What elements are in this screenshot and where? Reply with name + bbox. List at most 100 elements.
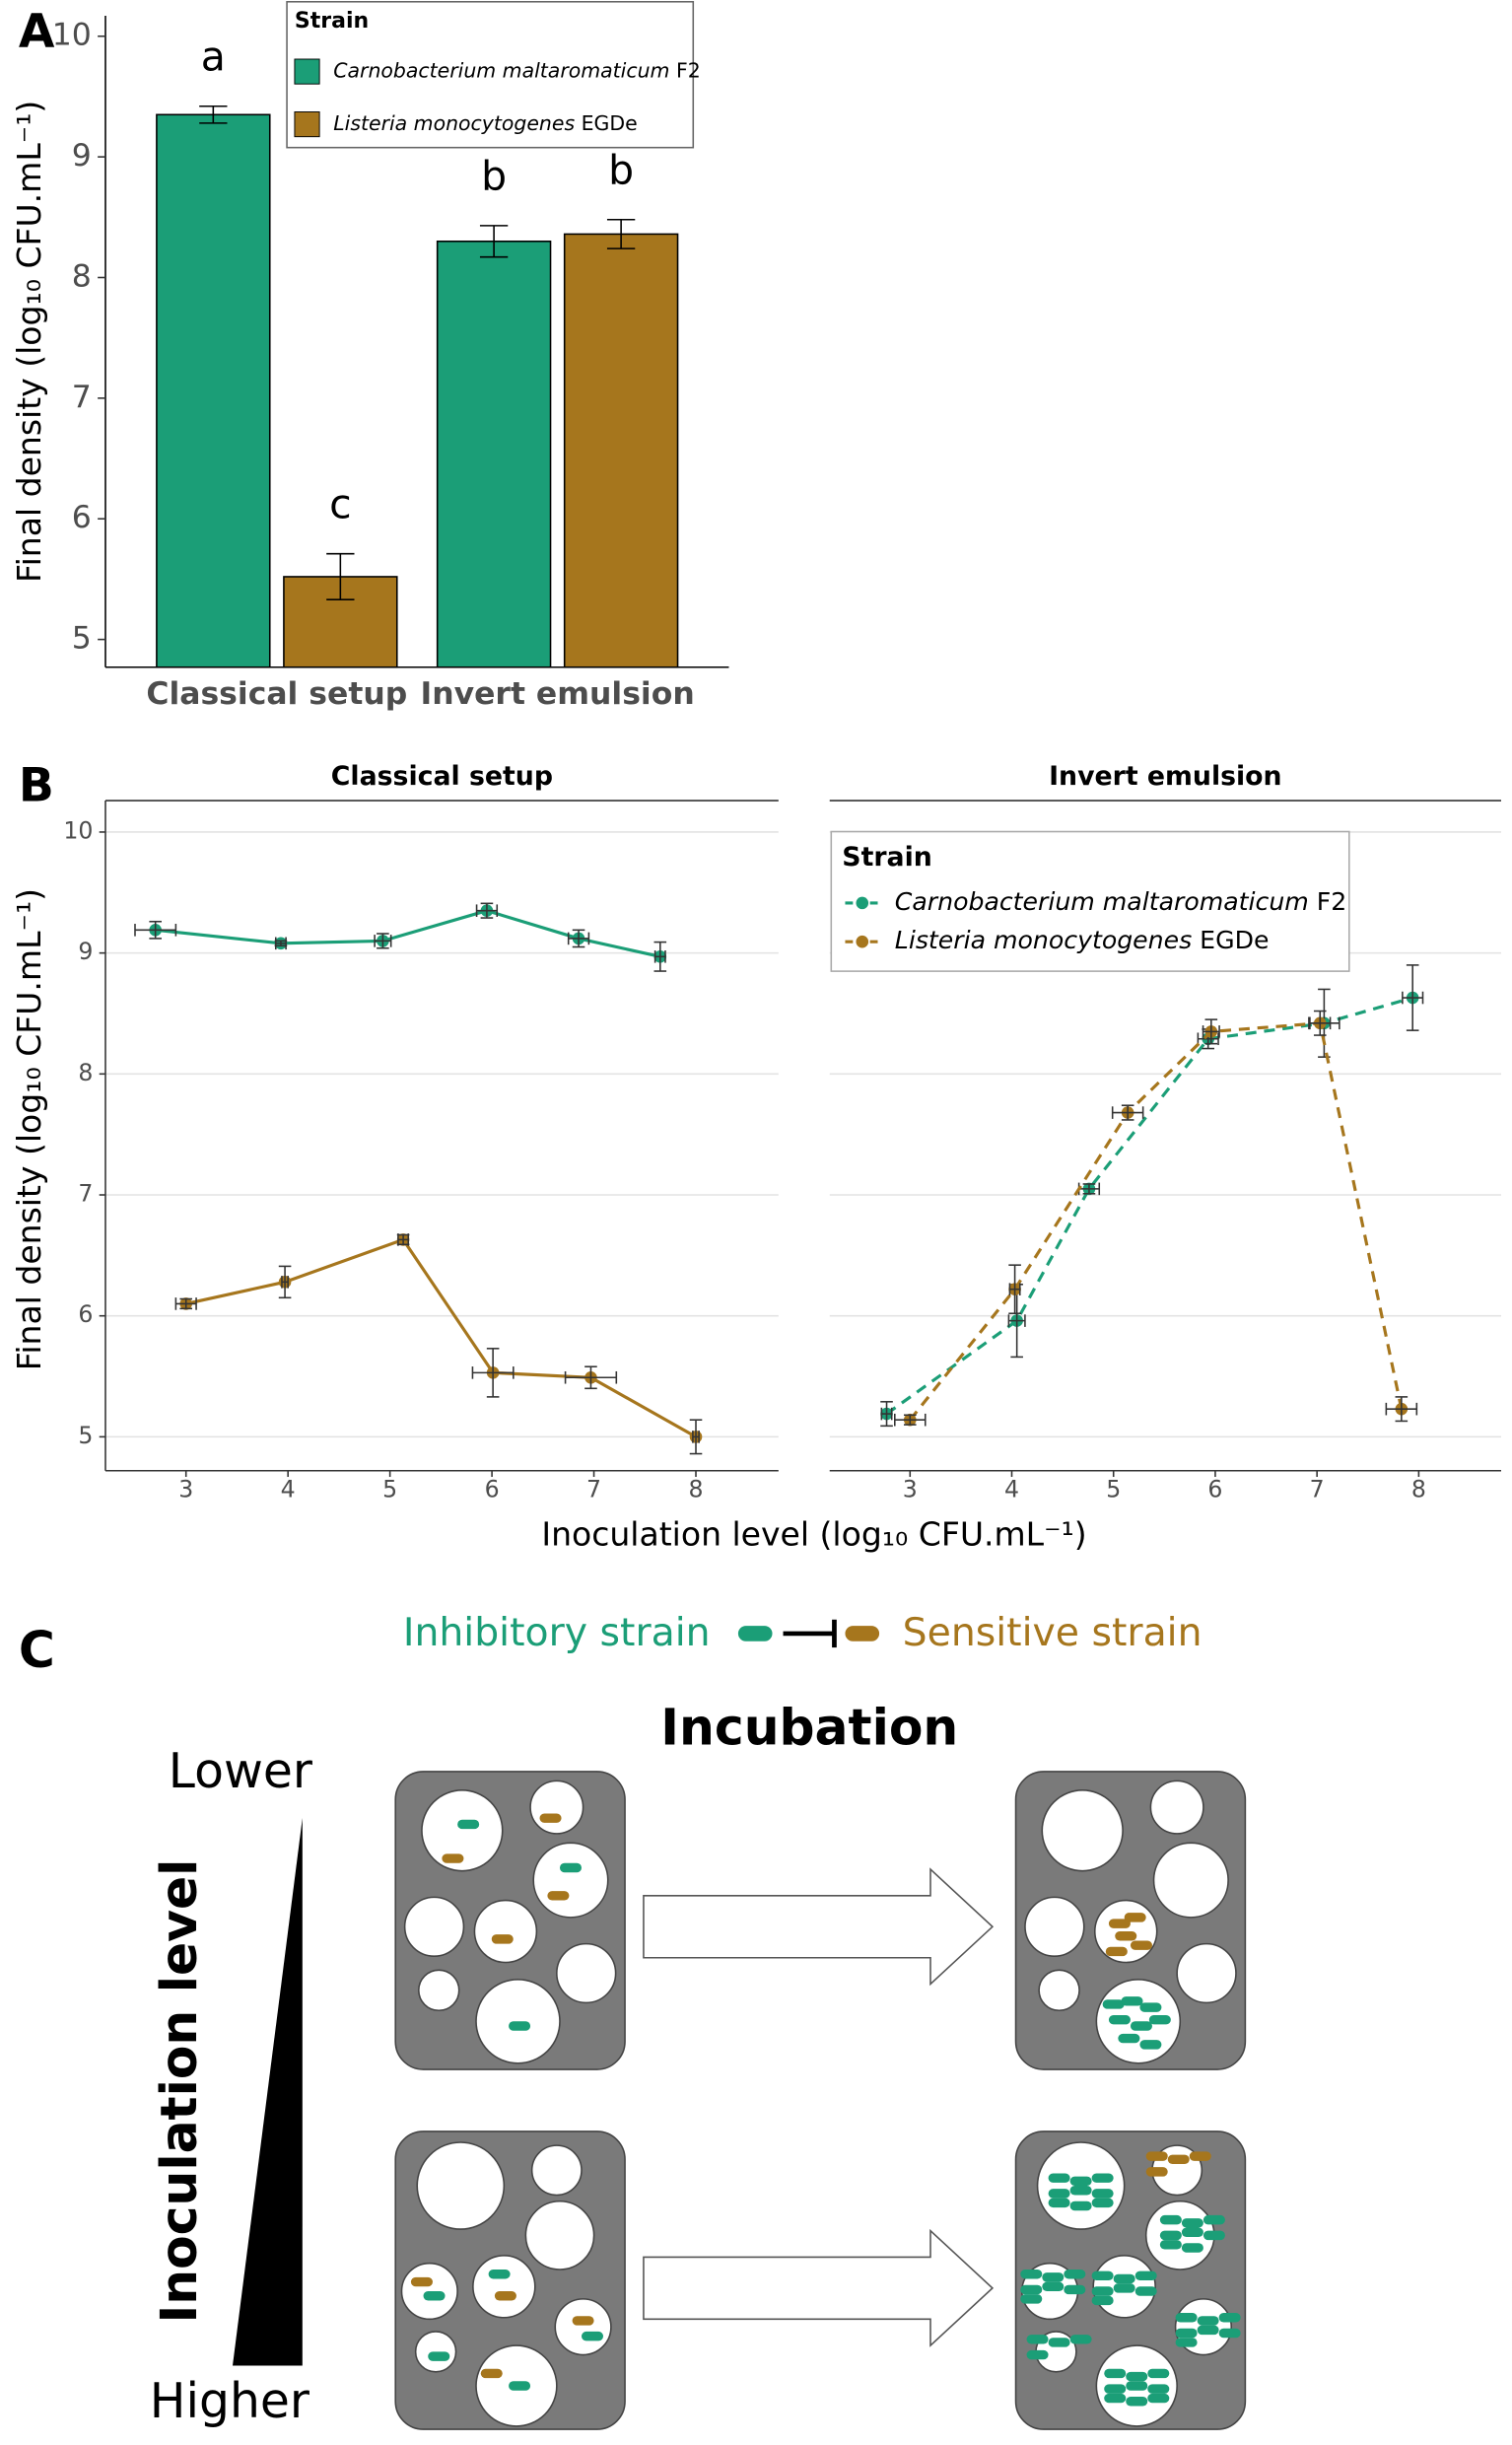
axis-end-label: Higher (150, 2373, 310, 2429)
facet-title: Invert emulsion (1049, 761, 1281, 792)
bacterium (1147, 2393, 1170, 2404)
gradient-triangle (233, 1818, 303, 2366)
x-tick-label: 6 (1207, 1476, 1222, 1503)
bacterium (559, 1862, 582, 1873)
bacterium (539, 1813, 562, 1823)
x-tick-label: 4 (1004, 1476, 1019, 1503)
x-tick-label: 3 (903, 1476, 918, 1503)
bacterium (488, 2270, 511, 2279)
bacterium (1113, 2273, 1135, 2284)
droplet (532, 1842, 609, 1919)
bacterium (1148, 2014, 1171, 2025)
x-tick-label: 5 (382, 1476, 397, 1503)
legend-key (294, 111, 320, 138)
incubation-arrow (643, 1867, 995, 1987)
legend-label: Listeria monocytogenes EGDe (333, 111, 637, 135)
bacterium (1126, 2397, 1148, 2407)
droplet (1038, 1969, 1080, 2012)
bacterium (1104, 2393, 1127, 2404)
y-tick-label: 5 (78, 1422, 93, 1449)
x-tick-label: 4 (281, 1476, 296, 1503)
sensitive-icon (845, 1626, 880, 1642)
bacterium (1218, 2328, 1241, 2339)
bacterium (1175, 2328, 1198, 2339)
bacterium (1134, 2270, 1157, 2281)
y-tick-label: 6 (72, 500, 92, 535)
y-tick-label: 7 (78, 1180, 93, 1208)
y-tick-label: 10 (52, 18, 92, 53)
bacterium (423, 2291, 446, 2301)
bacterium (1091, 2198, 1114, 2208)
x-tick-label: 5 (1106, 1476, 1121, 1503)
bacterium (442, 1853, 464, 1863)
bacterium (1091, 2173, 1114, 2183)
bacterium (1121, 1996, 1143, 2006)
legend-title: Strain (842, 842, 931, 873)
droplet (403, 1896, 465, 1957)
droplet (1176, 1942, 1237, 2004)
droplet (418, 1969, 460, 2012)
series-line (155, 909, 661, 958)
x-tick-label: Classical setup (146, 676, 407, 712)
bacterium (1130, 2021, 1152, 2031)
bacterium (1126, 2371, 1148, 2382)
droplet (554, 2298, 612, 2356)
bacterium (1020, 2270, 1043, 2279)
bacterium (1181, 2243, 1203, 2253)
bacterium (1069, 2186, 1092, 2196)
bacterium (1026, 2349, 1049, 2360)
panel-label: C (19, 1621, 55, 1679)
bacterium (1064, 2284, 1086, 2295)
bacterium (1139, 2040, 1162, 2050)
bar (563, 233, 679, 668)
y-tick-label: 9 (72, 138, 92, 174)
bacterium (1048, 2338, 1070, 2347)
bacterium (547, 1891, 570, 1901)
bacterium (1102, 1999, 1125, 2009)
bacterium (1048, 2173, 1070, 2183)
bacterium (1203, 2214, 1225, 2225)
bacterium (1130, 1940, 1152, 1950)
bacterium (410, 2276, 433, 2287)
bacterium (1026, 2335, 1049, 2344)
bacterium (1069, 2335, 1092, 2344)
bacterium (1069, 2200, 1092, 2211)
bacterium (1115, 1931, 1137, 1941)
legend-text: Inhibitory strain (403, 1610, 711, 1655)
y-axis-label: Final density (log₁₀ CFU.mL⁻¹) (10, 101, 48, 583)
x-tick-label: 7 (586, 1476, 601, 1503)
legend-label: Listeria monocytogenes EGDe (895, 926, 1270, 954)
significance-letter: b (481, 153, 507, 200)
bacterium (1069, 2176, 1092, 2187)
series-line (185, 1237, 697, 1438)
bacterium (1091, 2270, 1114, 2281)
bacterium (1189, 2151, 1211, 2161)
bacterium (491, 1934, 514, 1944)
y-tick-label: 10 (63, 816, 93, 844)
legend-title: Strain (295, 9, 369, 34)
bacterium (1020, 2284, 1043, 2295)
bacterium (1197, 2316, 1219, 2326)
bacterium (457, 1819, 480, 1830)
panel-label: A (19, 5, 55, 59)
droplet (1041, 1789, 1124, 1872)
bacterium (1108, 2014, 1131, 2025)
bacterium (1147, 2368, 1170, 2379)
bacterium (1104, 2384, 1127, 2394)
legend-label: Carnobacterium maltaromaticum F2 (333, 59, 700, 83)
bacterium (480, 2368, 503, 2379)
bacterium (1159, 2240, 1182, 2250)
droplet (473, 1899, 538, 1964)
legend-key (294, 58, 320, 85)
axis-end-label: Lower (169, 1743, 313, 1799)
bacterium (1048, 2189, 1070, 2199)
y-tick-label: 8 (78, 1059, 93, 1086)
droplet (529, 1780, 584, 1835)
significance-letter: b (608, 147, 634, 194)
bacterium (1105, 1946, 1128, 1957)
y-tick-label: 6 (78, 1300, 93, 1328)
legend-key (856, 935, 869, 948)
droplet (1024, 1896, 1085, 1957)
